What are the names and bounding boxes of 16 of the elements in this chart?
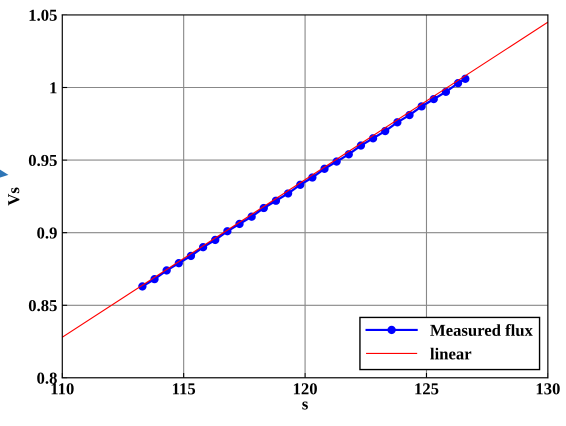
- legend-label: Measured flux: [430, 324, 533, 336]
- y-tick-label: 0.9: [37, 227, 57, 239]
- y-tick-label: 0.95: [28, 154, 57, 166]
- y-tick-label: 1: [50, 82, 57, 94]
- x-axis-title: s: [302, 402, 308, 410]
- point: [442, 88, 450, 96]
- y-axis-title: Vs: [8, 188, 20, 206]
- legend-label: linear: [430, 348, 472, 360]
- y-tick-label: 0.85: [28, 300, 57, 312]
- y-tick-label: 1.05: [30, 10, 57, 21]
- x-tick-label: 115: [172, 383, 196, 394]
- x-tick-label: 110: [52, 383, 74, 394]
- x-tick-label: 120: [294, 383, 317, 394]
- x-tick-label: 125: [415, 383, 438, 394]
- x-tick-label: 130: [536, 383, 560, 394]
- y-tick-label: 0.8: [37, 372, 57, 384]
